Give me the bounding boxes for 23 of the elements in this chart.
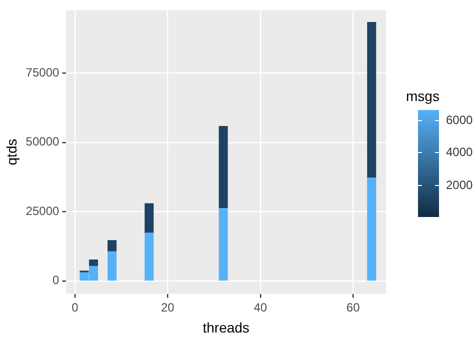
bar <box>89 260 98 267</box>
color-bar-label: 4000 <box>446 145 473 160</box>
color-bar-label: 6000 <box>446 112 473 127</box>
bar <box>144 232 154 281</box>
y-axis-title: qtds <box>3 138 20 166</box>
bar <box>108 240 117 252</box>
y-tick-label: 0 <box>52 273 60 288</box>
bar <box>367 178 376 281</box>
bar <box>218 126 228 209</box>
bar <box>218 208 228 281</box>
bar <box>108 251 117 281</box>
x-tick-label: 20 <box>161 300 175 314</box>
x-axis-title: threads <box>202 319 250 336</box>
color-bar-title: msgs <box>406 88 440 104</box>
y-tick-label: 50000 <box>26 134 60 149</box>
color-bar-label: 2000 <box>446 178 473 192</box>
x-tick-label: 0 <box>72 300 79 314</box>
y-tick-label: 75000 <box>26 65 60 80</box>
bar <box>144 203 154 234</box>
x-tick-label: 40 <box>254 300 268 314</box>
x-tick-label: 60 <box>346 300 360 314</box>
bar <box>367 22 376 178</box>
y-tick-label: 25000 <box>26 204 60 218</box>
